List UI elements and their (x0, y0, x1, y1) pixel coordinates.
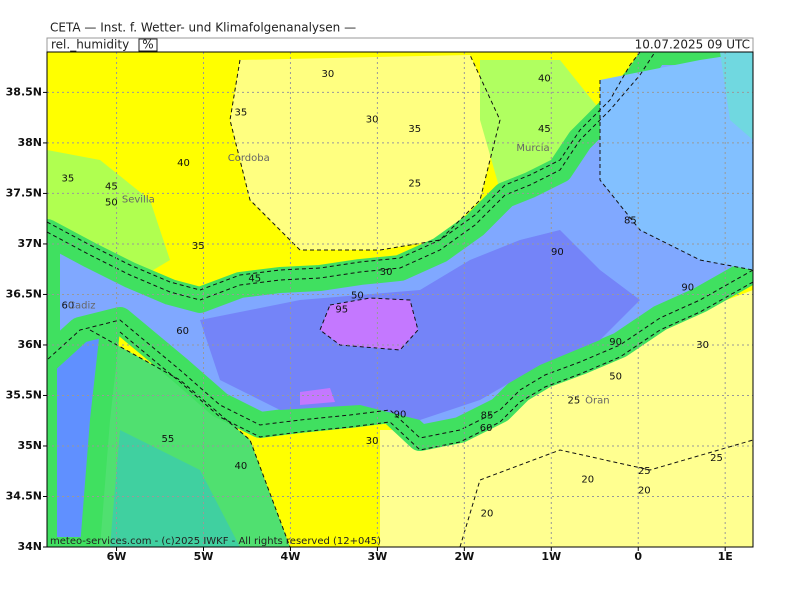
contour-label: 30 (321, 69, 334, 80)
contour-label: 35 (192, 241, 205, 252)
contour-label: 55 (161, 434, 174, 445)
sea-saturated (300, 388, 335, 405)
contour-label: 50 (609, 371, 622, 382)
unit-box (138, 38, 158, 52)
axes: 6W 5W 4W 3W 2W 1W 0 1E 38.5N 38N 37.5N 37N 36.5N 36N 3… (6, 85, 733, 563)
x-tick-label: 0 (634, 550, 642, 563)
contour-line (119, 281, 753, 451)
contour-line (47, 52, 641, 291)
contour-label: 25 (408, 178, 421, 189)
map-frame (46, 51, 754, 548)
contour-label: 90 (394, 410, 407, 421)
land-africa (380, 290, 753, 547)
x-tick-label: 1E (718, 550, 733, 563)
sea-humid (200, 230, 640, 420)
contour-label: 50 (105, 198, 118, 209)
y-tick-label: 36N (17, 338, 42, 351)
contour-label: 35 (235, 108, 248, 119)
land-wet (110, 430, 240, 547)
x-tick-label: 3W (367, 550, 387, 563)
contour-label: 40 (235, 461, 248, 472)
header-title: CETA — Inst. f. Wetter- und Klimafolgena… (50, 21, 356, 35)
contour-label: 60 (480, 423, 493, 434)
x-tick-label: 4W (281, 550, 301, 563)
contour-label: 30 (380, 267, 393, 278)
contour-label: 25 (710, 453, 723, 464)
city-label: Murcia (516, 143, 549, 154)
y-tick-label: 34.5N (6, 489, 42, 502)
contour-label: 60 (61, 301, 74, 312)
x-tick-label: 2W (454, 550, 474, 563)
city-label: Oran (585, 396, 609, 407)
contour-label: 40 (177, 158, 190, 169)
x-tick-label: 6W (107, 550, 127, 563)
contour-label: 45 (248, 273, 261, 284)
city-label: Cadiz (68, 301, 96, 312)
footer: meteo-services.com - (c)2025 IWKF - All … (50, 536, 381, 547)
contour-label: 85 (624, 216, 637, 227)
x-tick-label: 5W (194, 550, 214, 563)
contour-label: 30 (366, 115, 379, 126)
contour-label: 35 (408, 124, 421, 135)
city-label: Cordoba (228, 153, 270, 164)
contour-label: 90 (681, 282, 694, 293)
sea-east (600, 52, 753, 270)
y-tick-label: 37N (17, 237, 42, 250)
datetime: 10.07.2025 09 UTC (635, 38, 750, 52)
city-label: Sevilla (122, 194, 155, 205)
contour-label: 20 (481, 509, 494, 520)
land-moist (480, 60, 600, 190)
contour-label: 45 (538, 124, 551, 135)
contour-label: 20 (638, 485, 651, 496)
contour-label: 40 (538, 73, 551, 84)
contour-label: 30 (696, 340, 709, 351)
contour-line (47, 269, 753, 439)
y-tick-label: 35.5N (6, 388, 42, 401)
contour-line (229, 54, 501, 251)
y-tick-label: 38.5N (6, 85, 42, 98)
contour-label: 35 (61, 173, 74, 184)
y-tick-label: 37.5N (6, 186, 42, 199)
contour-label: 60 (176, 326, 189, 337)
contour-line (459, 439, 753, 547)
x-tick-label: 1W (541, 550, 561, 563)
unit: % (142, 38, 153, 52)
land-drier (230, 55, 500, 250)
sea-saturated (320, 298, 418, 350)
y-tick-label: 36.5N (6, 287, 42, 300)
contour-line (599, 80, 753, 271)
y-tick-label: 35N (17, 439, 42, 452)
contour-label: 45 (105, 181, 118, 192)
contour-line (89, 329, 291, 547)
contour-label: 25 (638, 466, 651, 477)
contour-label: 90 (551, 247, 564, 258)
contour-line (47, 52, 656, 301)
contour-label: 85 (481, 411, 494, 422)
contour-line (319, 297, 419, 351)
contour-label: 95 (335, 305, 348, 316)
contour-label: 20 (581, 474, 594, 485)
contour-label: 30 (366, 436, 379, 447)
y-tick-label: 34N (17, 540, 42, 553)
y-tick-label: 38N (17, 136, 42, 149)
contour-label: 90 (609, 337, 622, 348)
sea-east-cyan (720, 52, 753, 140)
contour-label: 50 (351, 290, 364, 301)
contour-label: 25 (568, 396, 581, 407)
variable-name: rel._humidity (51, 38, 129, 52)
